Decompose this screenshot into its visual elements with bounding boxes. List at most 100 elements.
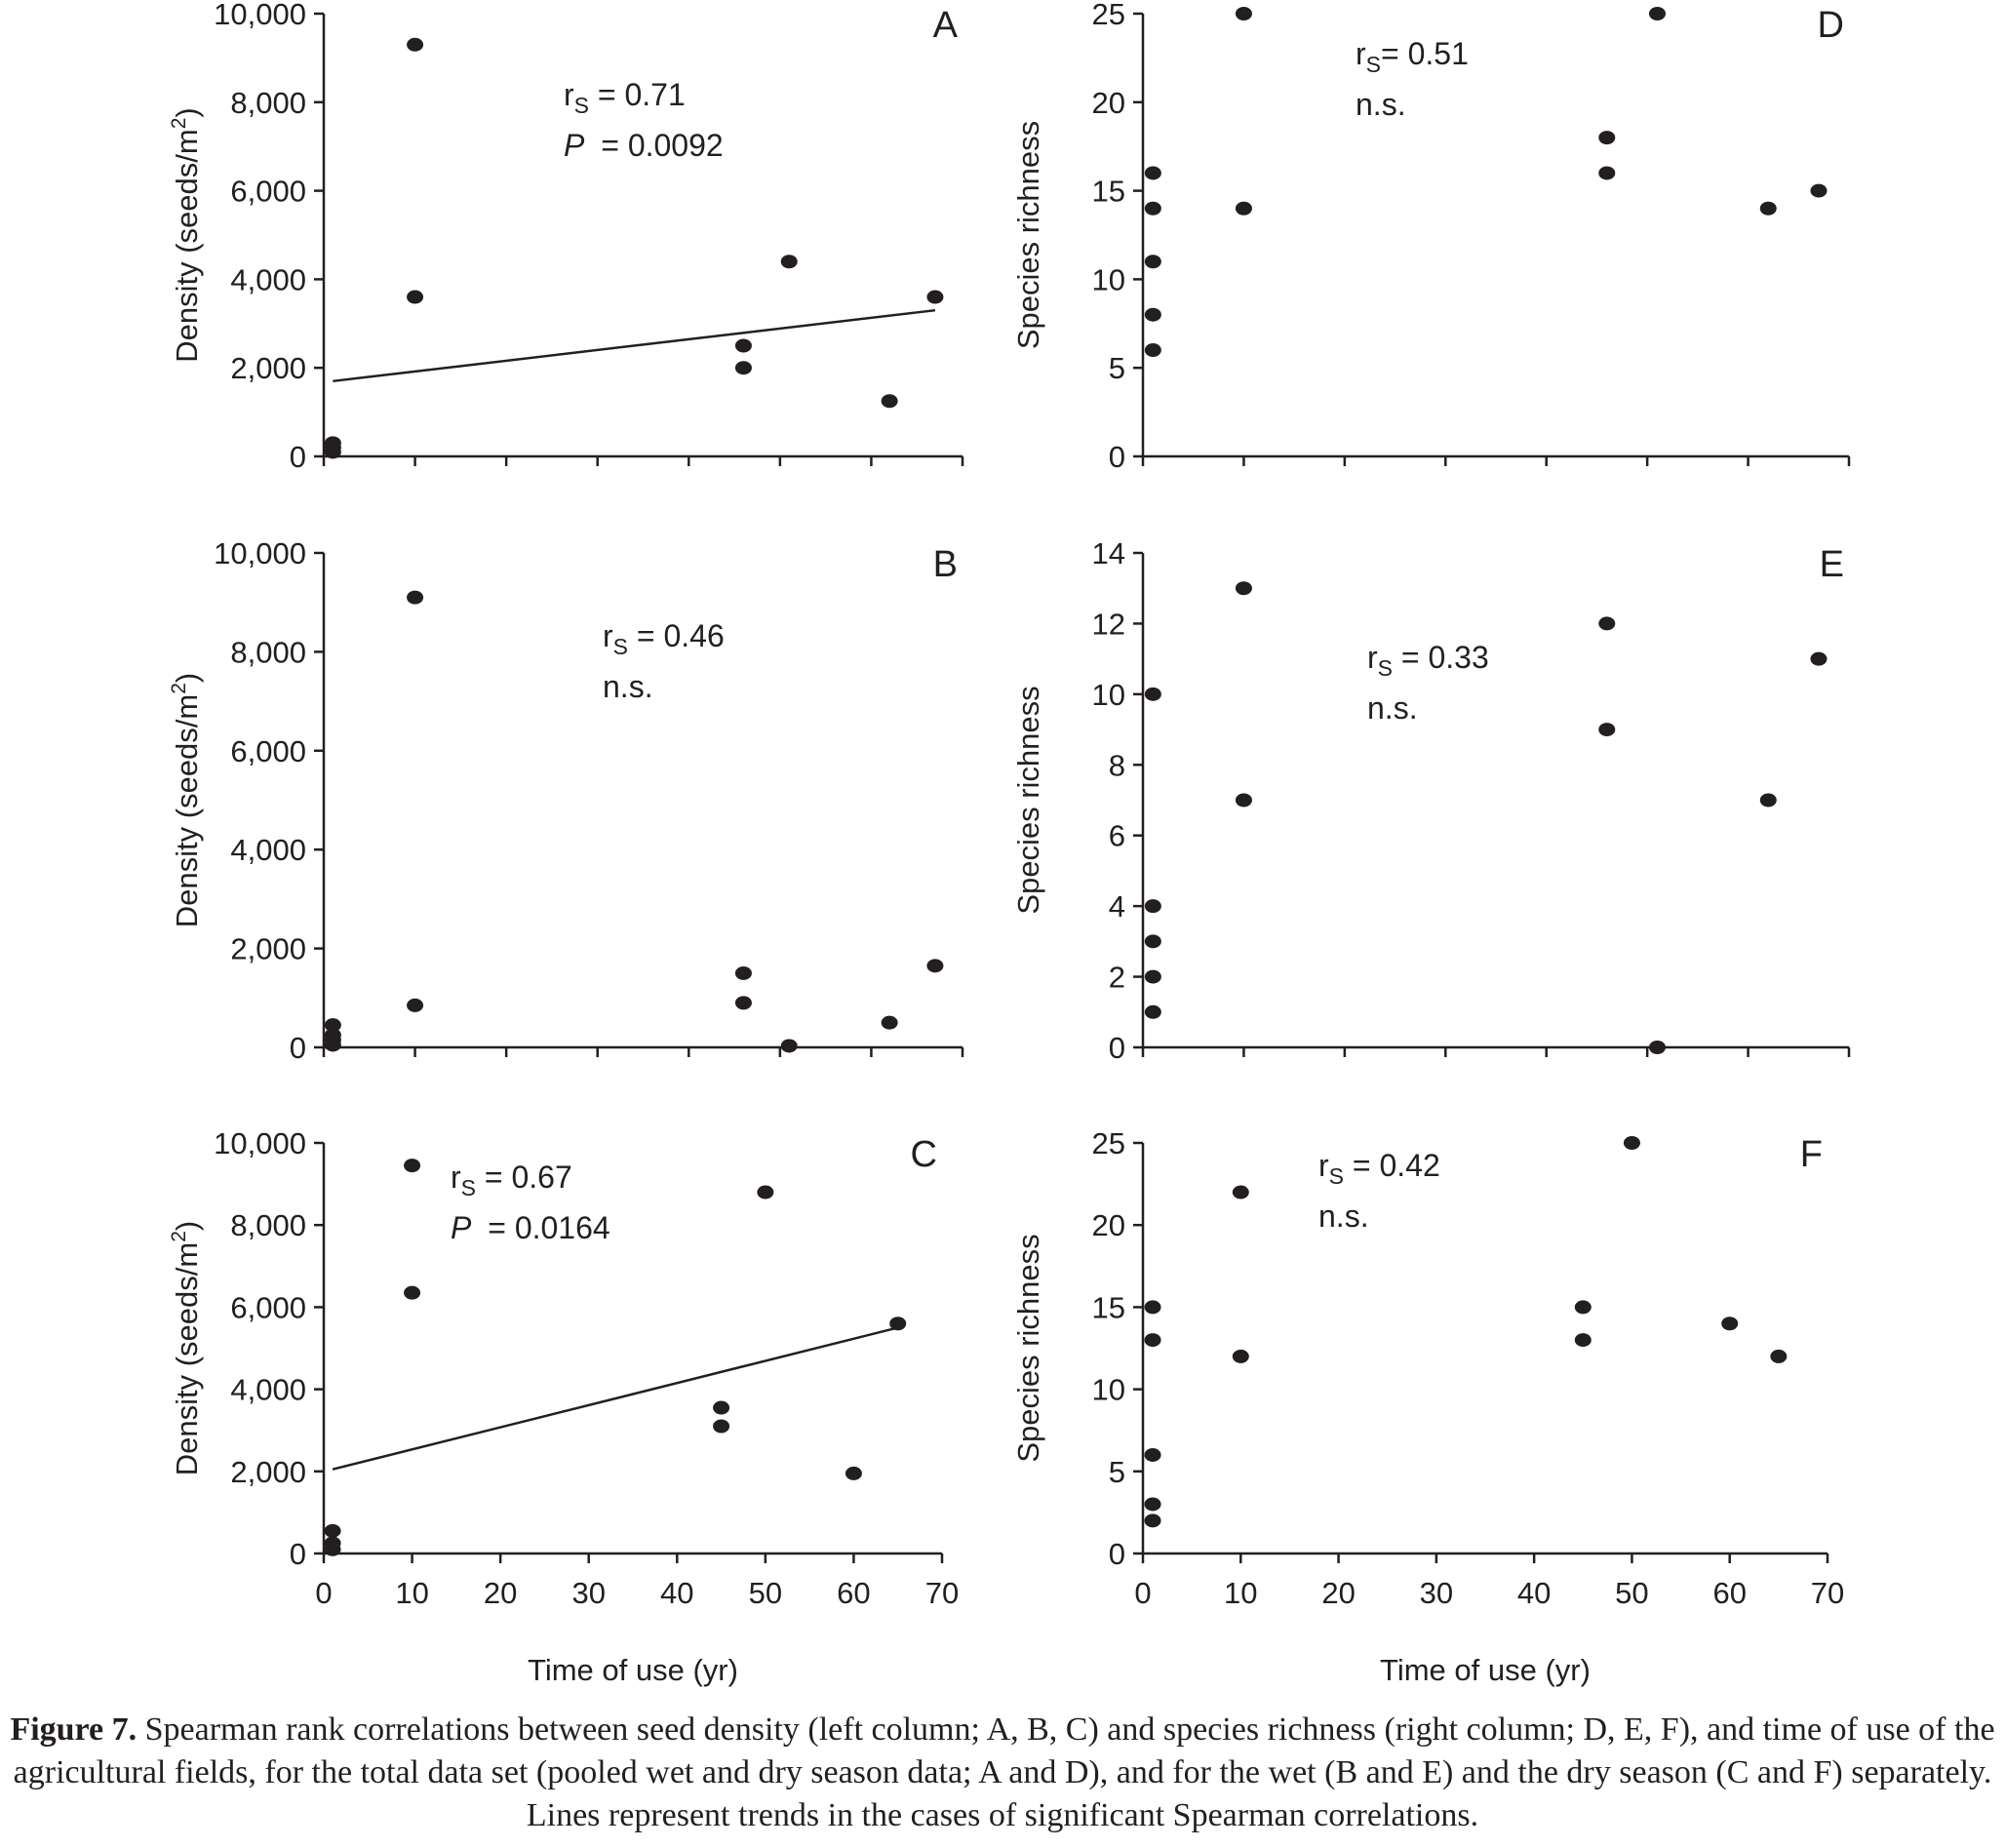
- data-point: [1144, 969, 1161, 984]
- x-tick-label: 30: [571, 1576, 605, 1610]
- data-point: [1144, 307, 1161, 322]
- y-tick-label: 20: [1092, 1208, 1125, 1242]
- y-tick-label: 20: [1092, 86, 1125, 120]
- p-value: = 0.0164: [479, 1210, 609, 1245]
- y-axis-title-superscript: 2: [168, 118, 190, 130]
- y-axis-title: Density (seeds/m2): [168, 107, 204, 362]
- data-point: [1759, 201, 1777, 216]
- data-point: [1574, 1333, 1592, 1348]
- y-axis-title: Species richness: [1011, 121, 1045, 349]
- y-axis-title-text: Density (seeds/m: [170, 1242, 204, 1475]
- panel-e: 0 2 4 6 8 10 12 14 Species richness ErS = 0.33 n.s…: [1011, 536, 1851, 1065]
- data-point: [1810, 183, 1828, 198]
- panel-f: 0 5 10 15 20 25 0 10 20 30 40 50 60 70 Time of use (yr…: [1011, 1126, 1844, 1687]
- figure-caption: Figure 7. Spearman rank correlations bet…: [0, 1709, 2005, 1837]
- data-point: [1810, 651, 1828, 666]
- stat-line: P = 0.0164: [451, 1210, 610, 1245]
- data-point: [1598, 166, 1616, 180]
- data-point: [926, 959, 944, 973]
- y-tick-label: 10,000: [214, 0, 306, 31]
- data-point: [324, 1028, 341, 1042]
- y-tick-label: 14: [1092, 536, 1125, 570]
- data-point: [1598, 723, 1616, 737]
- data-point: [881, 394, 898, 409]
- x-tick-label: 70: [1811, 1576, 1844, 1610]
- panel-label: F: [1800, 1134, 1823, 1175]
- x-tick-label: 20: [484, 1576, 517, 1610]
- trend-line: [333, 308, 936, 383]
- data-point: [1648, 7, 1666, 20]
- x-tick-label: 0: [1134, 1576, 1151, 1610]
- panel-label: E: [1820, 544, 1844, 585]
- y-tick-label: 0: [1109, 440, 1125, 474]
- y-tick-label: 8: [1109, 748, 1125, 782]
- y-axis-title-text: Density (seeds/m: [170, 129, 204, 362]
- x-tick-label: 10: [1224, 1576, 1257, 1610]
- y-axis-title-end: ): [170, 1221, 204, 1231]
- panel-label: C: [911, 1134, 937, 1175]
- data-point: [324, 1536, 341, 1551]
- y-tick-label: 5: [1109, 1455, 1125, 1489]
- figure-7: 0 2,000 4,000 6,000 8,000 10,000 Density (seed…: [168, 0, 1851, 1687]
- y-tick-label: 2,000: [230, 932, 306, 966]
- y-tick-label: 6,000: [230, 175, 306, 209]
- spearman-r-subscript: S: [613, 634, 628, 659]
- panel-label: B: [933, 544, 958, 585]
- data-point: [713, 1400, 730, 1415]
- y-tick-label: 12: [1092, 607, 1125, 641]
- data-point: [780, 1039, 798, 1053]
- x-tick-label: 40: [660, 1576, 693, 1610]
- y-tick-label: 5: [1109, 351, 1125, 385]
- y-axis-title-text: Species richness: [1011, 121, 1045, 349]
- y-tick-label: 4: [1109, 889, 1125, 924]
- data-point: [1232, 1349, 1249, 1363]
- data-point: [1721, 1317, 1739, 1331]
- y-tick-label: 25: [1092, 1126, 1125, 1160]
- stat-line: rS = 0.71: [564, 77, 686, 118]
- significance-label: n.s.: [1367, 690, 1418, 726]
- data-point: [734, 338, 752, 353]
- data-point: [1144, 1004, 1161, 1019]
- y-tick-label: 0: [1109, 1031, 1125, 1065]
- data-point: [734, 965, 752, 980]
- x-axis-title: Time of use (yr): [528, 1653, 738, 1687]
- data-point: [324, 1523, 341, 1538]
- p-symbol: P: [451, 1210, 472, 1245]
- data-point: [1598, 616, 1616, 631]
- x-tick-label: 70: [925, 1576, 959, 1610]
- y-tick-label: 10: [1092, 1373, 1125, 1407]
- stat-line: rS= 0.51: [1356, 36, 1469, 77]
- y-axis-title-superscript: 2: [168, 1231, 190, 1242]
- y-tick-label: 10,000: [214, 536, 306, 570]
- spearman-r-value: = 0.67: [476, 1160, 572, 1195]
- spearman-r: r: [603, 618, 613, 653]
- data-point: [407, 37, 424, 52]
- data-point: [407, 290, 424, 304]
- data-point: [324, 436, 341, 451]
- y-tick-label: 4,000: [230, 833, 306, 867]
- panel-c: 0 2,000 4,000 6,000 8,000 10,000 0 10 20 30 40 50 60…: [168, 1126, 959, 1687]
- data-point: [713, 1419, 730, 1434]
- y-tick-label: 10: [1092, 262, 1125, 296]
- y-axis-title-end: ): [170, 673, 204, 683]
- y-tick-label: 10,000: [214, 1126, 306, 1160]
- data-point: [1235, 7, 1252, 20]
- data-point: [407, 998, 424, 1012]
- significance-label: n.s.: [1318, 1199, 1369, 1234]
- spearman-r-subscript: S: [461, 1175, 476, 1200]
- panel-a: 0 2,000 4,000 6,000 8,000 10,000 Density (seed…: [168, 0, 964, 474]
- y-tick-label: 4,000: [230, 262, 306, 296]
- spearman-r: r: [564, 77, 574, 112]
- spearman-r-subscript: S: [1366, 52, 1381, 77]
- y-tick-label: 25: [1092, 0, 1125, 31]
- y-tick-label: 2,000: [230, 1455, 306, 1489]
- stat-line: n.s.: [1356, 87, 1406, 122]
- data-point: [1144, 343, 1161, 358]
- spearman-r-subscript: S: [574, 93, 589, 118]
- x-tick-label: 60: [837, 1576, 870, 1610]
- stat-line: rS = 0.33: [1367, 640, 1489, 681]
- y-axis-title: Density (seeds/m2): [168, 673, 204, 927]
- x-tick-label: 50: [1615, 1576, 1648, 1610]
- data-point: [926, 290, 944, 304]
- y-tick-label: 6: [1109, 819, 1125, 853]
